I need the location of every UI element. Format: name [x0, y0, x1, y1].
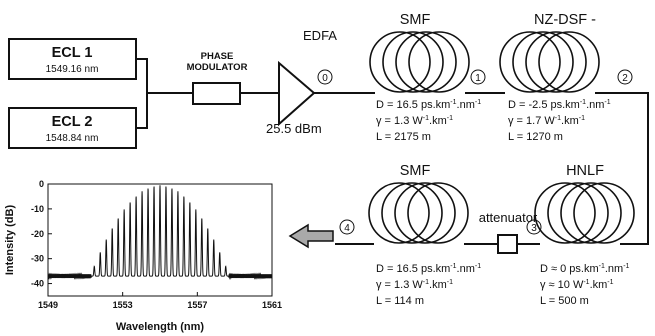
edfa-amplifier: [278, 60, 316, 127]
svg-text:3: 3: [531, 223, 537, 234]
svg-text:D = 16.5 ps.km-1.nm-1: D = 16.5 ps.km-1.nm-1: [376, 99, 481, 111]
svg-text:γ = 1.3 W-1.km-1: γ = 1.3 W-1.km-1: [376, 115, 453, 127]
phase-modulator-label-1: PHASE: [201, 51, 234, 62]
ecl2-box: ECL 2 1548.84 nm: [8, 107, 137, 149]
edfa-label: EDFA: [303, 28, 337, 43]
edfa-power: 25.5 dBm: [266, 121, 322, 136]
link-nzdsf-hnlf: [595, 92, 649, 245]
svg-text:L = 1270 m: L = 1270 m: [508, 131, 563, 143]
coupler-lines: [136, 58, 193, 129]
smf1-params: D = 16.5 ps.km-1.nm-1 γ = 1.3 W-1.km-1 L…: [376, 99, 481, 143]
nzdsf-params: D = -2.5 ps.km-1.nm-1 γ = 1.7 W-1.km-1 L…: [508, 99, 611, 143]
y-tick-label: -30: [31, 254, 44, 264]
smf1-name: SMF: [400, 12, 431, 28]
y-tick-label: -10: [31, 204, 44, 214]
x-axis-label: Wavelength (nm): [116, 321, 205, 333]
svg-text:0: 0: [322, 73, 328, 84]
y-axis-ticks: 0 -10 -20 -30 -40: [31, 179, 52, 289]
hnlf-name: HNLF: [566, 163, 604, 179]
hnlf-spool: [534, 182, 635, 244]
ecl1-wavelength: 1549.16 nm: [46, 64, 99, 75]
attenuator-box: [497, 234, 518, 254]
ecl1-name: ECL 1: [52, 45, 93, 61]
hnlf-params: D ≈ 0 ps.km-1.nm-1 γ ≈ 10 W-1.km-1 L = 5…: [540, 263, 630, 307]
svg-text:L = 114 m: L = 114 m: [376, 295, 424, 307]
x-axis-ticks: 1549 1553 1557 1561: [38, 292, 282, 310]
svg-text:D = -2.5 ps.km-1.nm-1: D = -2.5 ps.km-1.nm-1: [508, 99, 611, 111]
svg-text:D ≈ 0 ps.km-1.nm-1: D ≈ 0 ps.km-1.nm-1: [540, 263, 630, 275]
ecl1-box: ECL 1 1549.16 nm: [8, 38, 137, 80]
svg-text:4: 4: [344, 223, 350, 234]
svg-text:L = 500 m: L = 500 m: [540, 295, 589, 307]
point-2: 2: [617, 69, 633, 85]
y-tick-label: -40: [31, 279, 44, 289]
plot-frame: [47, 183, 273, 297]
x-tick-label: 1557: [187, 300, 207, 310]
point-1: 1: [470, 69, 486, 85]
svg-text:D = 16.5 ps.km-1.nm-1: D = 16.5 ps.km-1.nm-1: [376, 263, 481, 275]
svg-text:γ = 1.3 W-1.km-1: γ = 1.3 W-1.km-1: [376, 279, 453, 291]
phase-modulator-box: [192, 82, 241, 105]
y-axis-label: Intensity (dB): [4, 205, 16, 276]
svg-text:γ ≈ 10 W-1.km-1: γ ≈ 10 W-1.km-1: [540, 279, 614, 291]
svg-text:L = 2175 m: L = 2175 m: [376, 131, 431, 143]
ecl2-name: ECL 2: [52, 114, 93, 130]
x-tick-label: 1553: [113, 300, 133, 310]
nzdsf-name: NZ-DSF -: [534, 12, 596, 28]
nzdsf-spool: [499, 31, 600, 93]
smf1-spool: [369, 31, 470, 93]
spectrum-trace: [47, 185, 273, 280]
svg-text:γ = 1.7 W-1.km-1: γ = 1.7 W-1.km-1: [508, 115, 585, 127]
smf2-name: SMF: [400, 163, 431, 179]
attenuator-label: attenuator: [479, 210, 538, 225]
point-0: 0: [317, 69, 333, 85]
y-tick-label: -20: [31, 229, 44, 239]
svg-text:1: 1: [475, 73, 481, 84]
y-tick-label: 0: [39, 179, 44, 189]
x-tick-label: 1549: [38, 300, 58, 310]
ecl2-wavelength: 1548.84 nm: [46, 133, 99, 144]
smf2-spool: [368, 182, 469, 244]
x-tick-label: 1561: [262, 300, 282, 310]
phase-modulator-label-2: MODULATOR: [187, 62, 248, 73]
output-arrow: [288, 223, 334, 249]
point-3: 3: [526, 219, 542, 235]
svg-text:2: 2: [622, 73, 628, 84]
smf2-params: D = 16.5 ps.km-1.nm-1 γ = 1.3 W-1.km-1 L…: [376, 263, 481, 307]
spectrum-chart: 0 -10 -20 -30 -40 1549 1553 1557 1561 Wavelengt…: [4, 179, 282, 333]
point-4: 4: [339, 219, 355, 235]
